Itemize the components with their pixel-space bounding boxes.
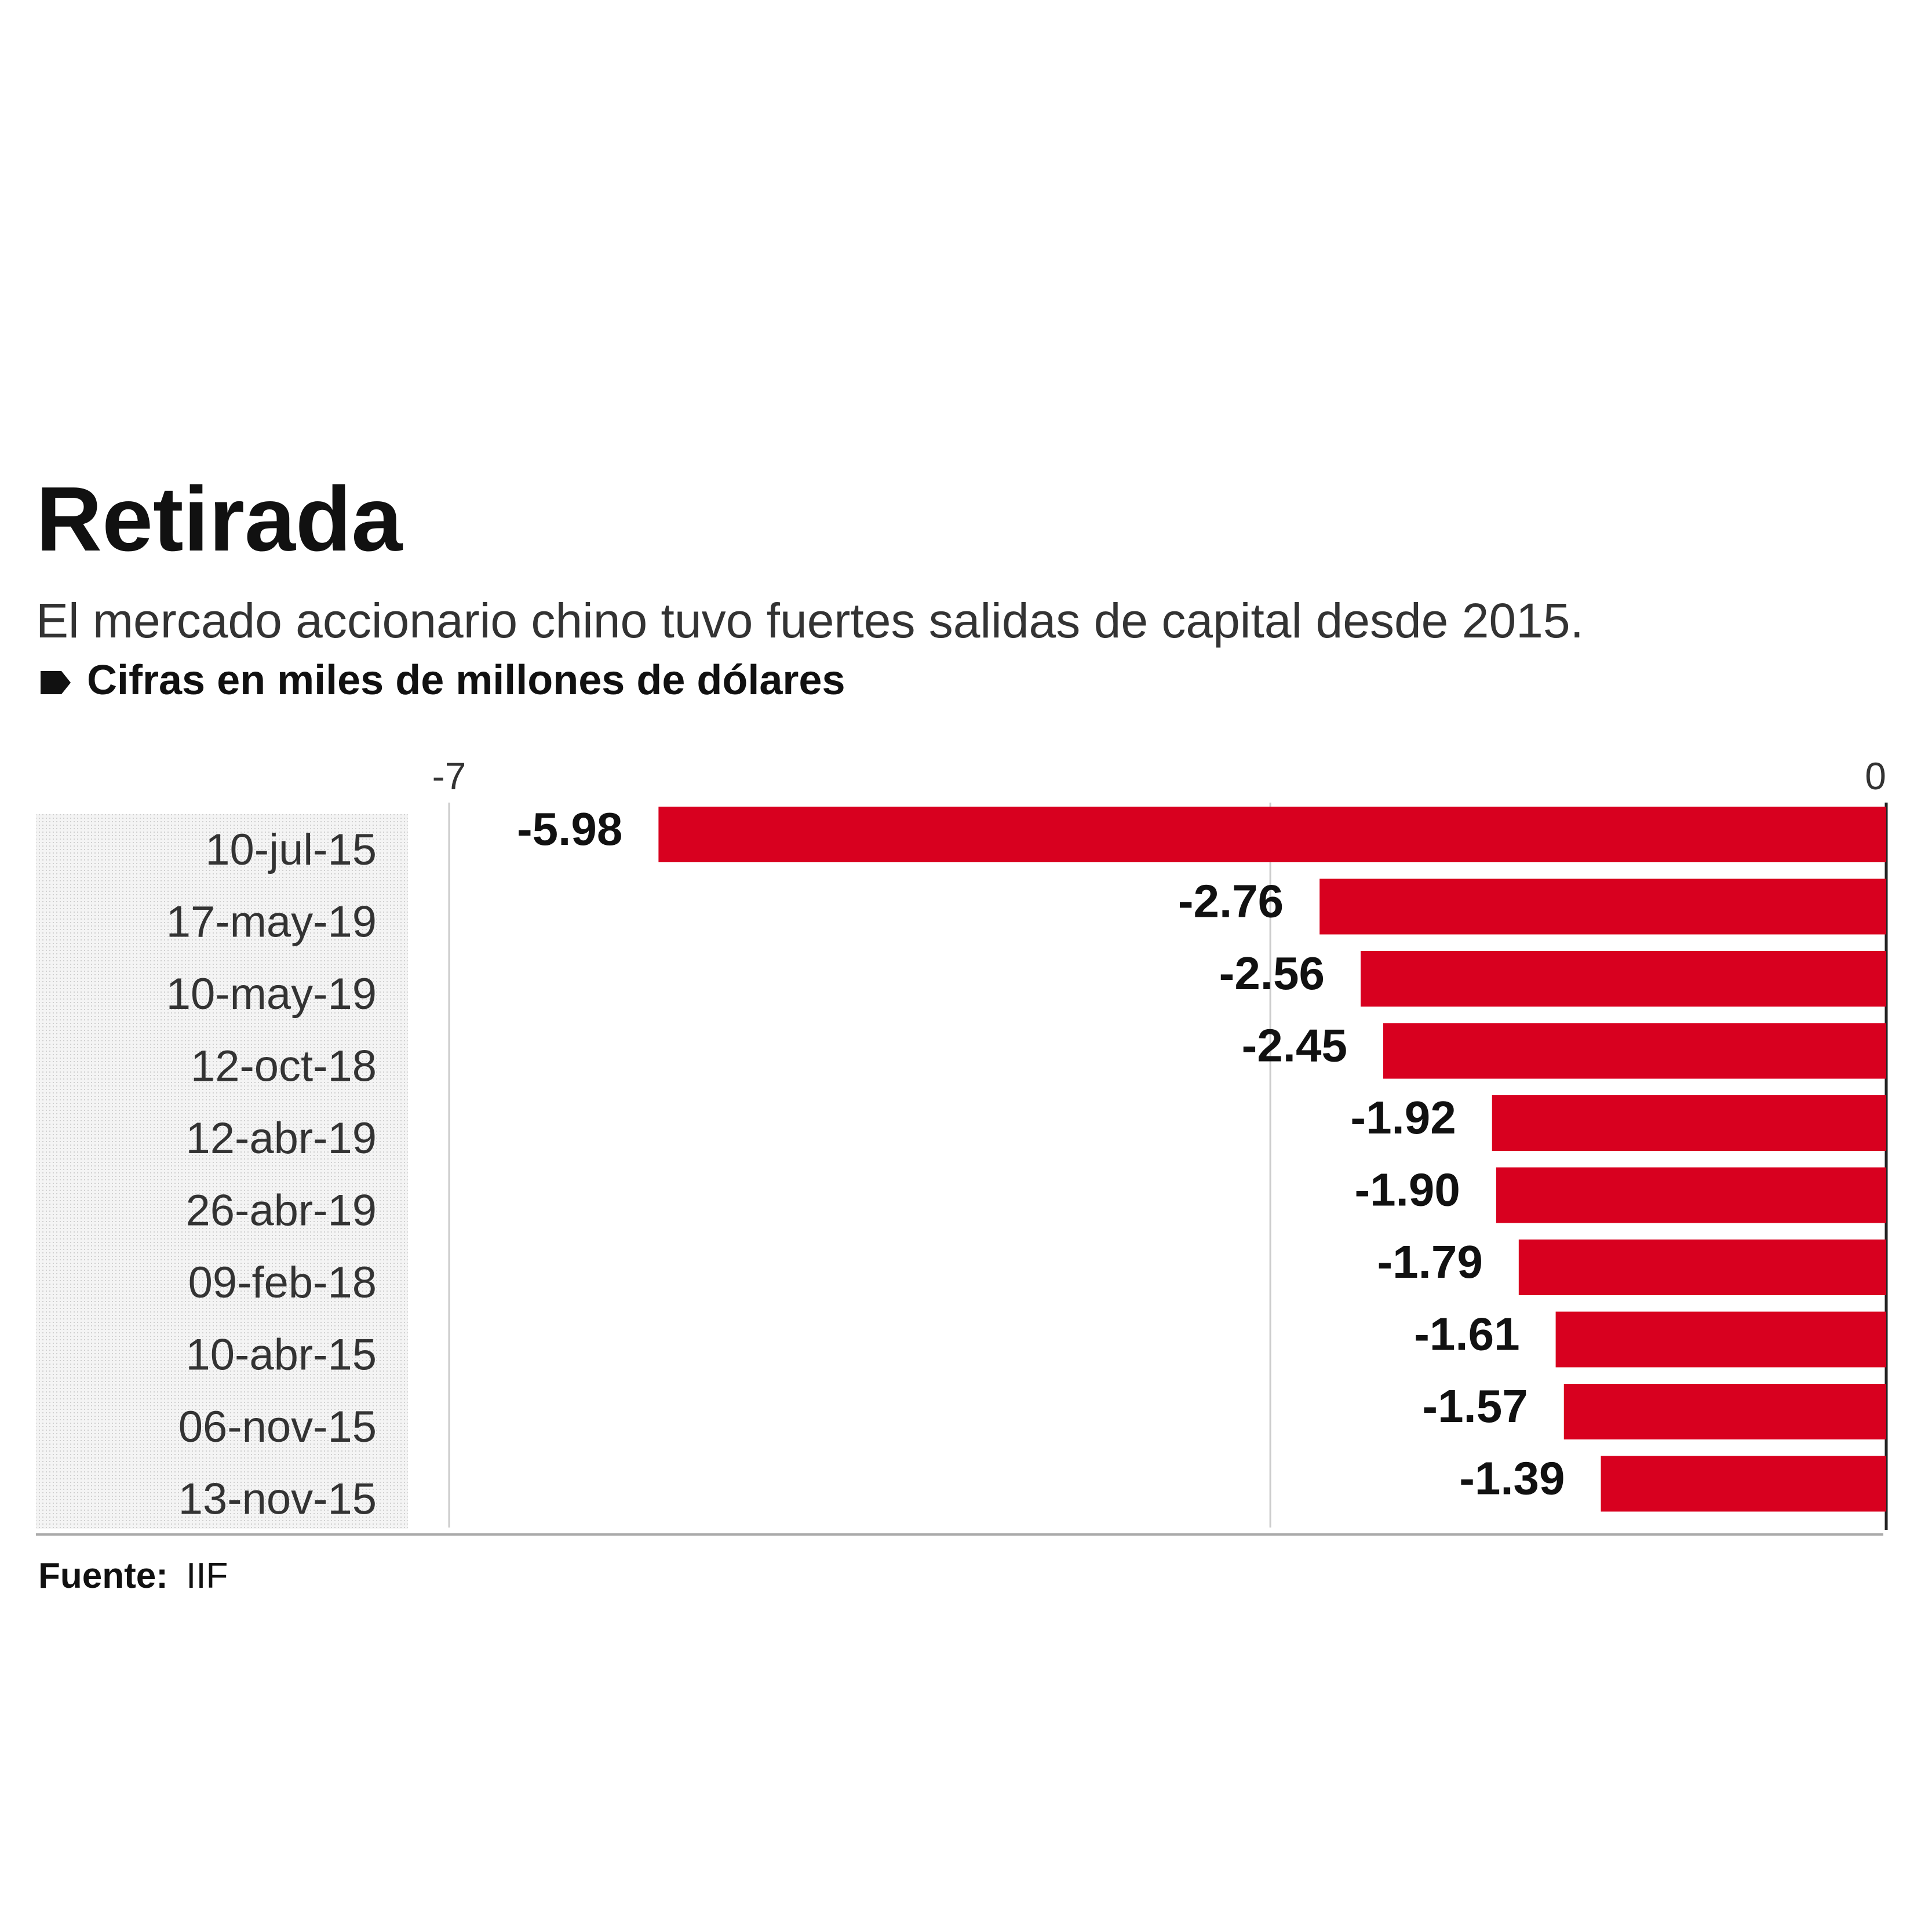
category-label: 12-oct-18: [191, 1042, 377, 1091]
x-tick-label: -7: [432, 754, 466, 797]
unit-note-text: Cifras en miles de millones de dólares: [87, 657, 845, 703]
category-label: 10-may-19: [166, 969, 377, 1019]
category-label: 09-feb-18: [188, 1258, 377, 1307]
category-label: 12-abr-19: [185, 1114, 377, 1163]
tag-icon: [41, 671, 71, 694]
bar: [1563, 1384, 1886, 1439]
data-label: -2.56: [1219, 947, 1325, 999]
category-label: 26-abr-19: [185, 1186, 377, 1235]
chart-title: Retirada: [36, 468, 403, 570]
x-axis-ticks: -7 0: [432, 754, 1886, 797]
data-label: -1.39: [1459, 1453, 1565, 1504]
data-label: -1.79: [1377, 1236, 1482, 1288]
bar: [1555, 1311, 1886, 1368]
bar: [1361, 951, 1886, 1007]
category-labels: 10-jul-15 17-may-19 10-may-19 12-oct-18 12-a…: [166, 825, 377, 1524]
source-value: IIF: [186, 1556, 228, 1596]
category-label-panel: [36, 814, 408, 1529]
source: Fuente: IIF: [38, 1556, 228, 1596]
bar: [1319, 878, 1886, 935]
bar: [1601, 1456, 1886, 1512]
bar: [658, 807, 1886, 862]
category-label: 10-abr-15: [185, 1330, 377, 1380]
bar: [1383, 1023, 1886, 1079]
data-label: -2.45: [1242, 1020, 1347, 1071]
category-label: 06-nov-15: [178, 1402, 377, 1452]
unit-note: Cifras en miles de millones de dólares: [41, 657, 845, 703]
category-label: 13-nov-15: [178, 1475, 377, 1524]
data-label: -1.90: [1355, 1164, 1460, 1216]
x-tick-label: 0: [1865, 754, 1886, 797]
data-label: -2.76: [1178, 876, 1284, 927]
category-label: 10-jul-15: [205, 825, 377, 874]
data-label: -1.61: [1414, 1308, 1519, 1360]
bars: [658, 807, 1886, 1512]
bar: [1492, 1095, 1886, 1151]
data-label: -1.92: [1350, 1092, 1456, 1143]
data-label: -5.98: [517, 803, 622, 855]
bar: [1518, 1240, 1886, 1295]
bar: [1496, 1167, 1886, 1223]
data-label: -1.57: [1422, 1380, 1528, 1432]
value-labels: -5.98 -2.76 -2.56 -2.45-1.92 -1.90 -1.79 -1.61…: [517, 803, 1565, 1504]
category-label: 17-may-19: [166, 898, 377, 947]
chart-subtitle: El mercado accionario chino tuvo fuertes…: [36, 593, 1584, 648]
source-label: Fuente:: [38, 1556, 168, 1596]
